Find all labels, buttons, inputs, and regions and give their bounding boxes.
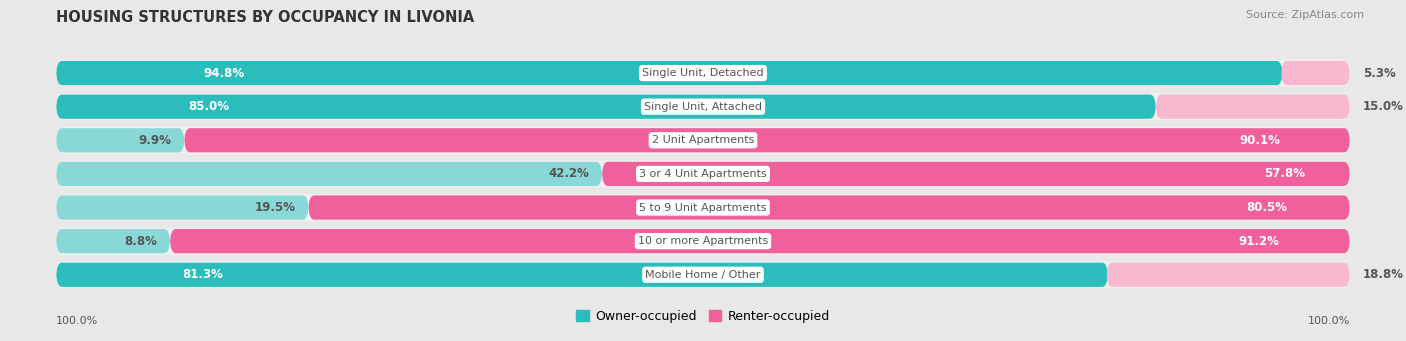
FancyBboxPatch shape xyxy=(56,128,184,152)
Text: 2 Unit Apartments: 2 Unit Apartments xyxy=(652,135,754,145)
FancyBboxPatch shape xyxy=(56,263,1108,287)
FancyBboxPatch shape xyxy=(56,261,1350,288)
Text: Single Unit, Detached: Single Unit, Detached xyxy=(643,68,763,78)
Text: 57.8%: 57.8% xyxy=(1264,167,1305,180)
Legend: Owner-occupied, Renter-occupied: Owner-occupied, Renter-occupied xyxy=(571,305,835,328)
Text: 9.9%: 9.9% xyxy=(138,134,172,147)
Text: 10 or more Apartments: 10 or more Apartments xyxy=(638,236,768,246)
Text: 91.2%: 91.2% xyxy=(1239,235,1279,248)
Text: 90.1%: 90.1% xyxy=(1239,134,1279,147)
Text: HOUSING STRUCTURES BY OCCUPANCY IN LIVONIA: HOUSING STRUCTURES BY OCCUPANCY IN LIVON… xyxy=(56,10,474,25)
FancyBboxPatch shape xyxy=(56,162,602,186)
FancyBboxPatch shape xyxy=(56,161,1350,187)
Text: 3 or 4 Unit Apartments: 3 or 4 Unit Apartments xyxy=(640,169,766,179)
FancyBboxPatch shape xyxy=(56,195,308,220)
FancyBboxPatch shape xyxy=(184,128,1350,152)
Text: 94.8%: 94.8% xyxy=(204,66,245,79)
FancyBboxPatch shape xyxy=(56,194,1350,221)
FancyBboxPatch shape xyxy=(170,229,1350,253)
Text: Single Unit, Attached: Single Unit, Attached xyxy=(644,102,762,112)
Text: Source: ZipAtlas.com: Source: ZipAtlas.com xyxy=(1246,10,1364,20)
Text: 100.0%: 100.0% xyxy=(1308,315,1350,326)
Text: 5 to 9 Unit Apartments: 5 to 9 Unit Apartments xyxy=(640,203,766,212)
FancyBboxPatch shape xyxy=(602,162,1350,186)
FancyBboxPatch shape xyxy=(56,94,1156,119)
FancyBboxPatch shape xyxy=(56,228,1350,255)
Text: 8.8%: 8.8% xyxy=(124,235,157,248)
Text: 5.3%: 5.3% xyxy=(1362,66,1395,79)
Text: 85.0%: 85.0% xyxy=(188,100,229,113)
FancyBboxPatch shape xyxy=(56,127,1350,154)
Text: Mobile Home / Other: Mobile Home / Other xyxy=(645,270,761,280)
Text: 42.2%: 42.2% xyxy=(548,167,589,180)
Text: 18.8%: 18.8% xyxy=(1362,268,1403,281)
Text: 15.0%: 15.0% xyxy=(1362,100,1403,113)
FancyBboxPatch shape xyxy=(1156,94,1350,119)
FancyBboxPatch shape xyxy=(1281,61,1350,85)
FancyBboxPatch shape xyxy=(1107,263,1350,287)
FancyBboxPatch shape xyxy=(56,61,1282,85)
FancyBboxPatch shape xyxy=(56,93,1350,120)
Text: 80.5%: 80.5% xyxy=(1246,201,1288,214)
Text: 81.3%: 81.3% xyxy=(183,268,224,281)
Text: 19.5%: 19.5% xyxy=(254,201,295,214)
Text: 100.0%: 100.0% xyxy=(56,315,98,326)
FancyBboxPatch shape xyxy=(308,195,1350,220)
FancyBboxPatch shape xyxy=(56,60,1350,87)
FancyBboxPatch shape xyxy=(56,229,170,253)
